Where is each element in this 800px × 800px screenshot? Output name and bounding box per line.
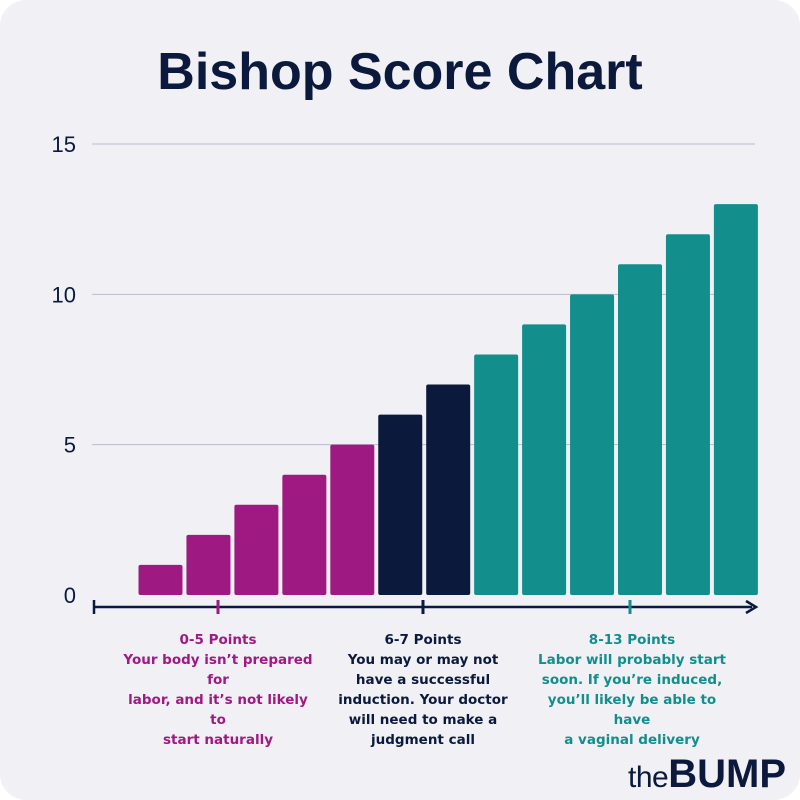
range-description-line: a vaginal delivery — [564, 732, 700, 748]
range-description-line: start naturally — [162, 732, 274, 748]
axis-arrowhead — [745, 599, 759, 615]
range-description-line: Your body isn’t prepared for — [123, 652, 313, 688]
range-label-2: 6-7 Points You may or may not have a succe… — [323, 630, 523, 750]
bar-score-10 — [570, 294, 615, 595]
y-tick-label: 10 — [52, 282, 76, 307]
y-tick-label: 5 — [64, 433, 76, 458]
range-label-1: 0-5 Points Your body isn’t prepared for la… — [118, 630, 318, 750]
range-title: 0-5 Points — [179, 632, 257, 648]
bar-score-2 — [186, 534, 231, 595]
logo-bump-text: BUMP — [668, 752, 786, 796]
range-label-3: 8-13 Points Labor will probably start soon… — [532, 630, 732, 750]
chart-title: Bishop Score Chart — [157, 43, 643, 101]
range-title: 8-13 Points — [588, 632, 676, 648]
bar-score-6 — [378, 414, 423, 595]
y-tick-label: 0 — [64, 583, 76, 608]
range-description-line: judgment call — [371, 732, 475, 748]
bar-score-12 — [665, 234, 710, 595]
bar-score-7 — [426, 384, 471, 595]
bar-score-13 — [713, 204, 758, 595]
y-tick-label: 15 — [52, 132, 76, 157]
logo-the-text: the — [628, 761, 669, 794]
range-description-line: you’ll likely be able to have — [547, 692, 717, 728]
bar-score-1 — [138, 564, 183, 595]
bar-score-9 — [522, 324, 567, 595]
range-description-line: soon. If you’re induced, — [541, 672, 723, 688]
bar-score-11 — [618, 264, 662, 595]
range-description-line: labor, and it’s not likely to — [128, 692, 308, 728]
bar-score-8 — [474, 354, 519, 595]
range-description-line: have a successful — [355, 672, 491, 688]
bar-score-4 — [282, 474, 327, 595]
thebump-logo: the BUMP — [628, 752, 786, 796]
bar-score-3 — [234, 504, 279, 595]
range-description-line: Labor will probably start — [538, 652, 726, 668]
range-title: 6-7 Points — [384, 632, 462, 648]
range-description-line: will need to make a — [348, 712, 498, 728]
range-description-line: You may or may not — [347, 652, 499, 668]
range-description-line: induction. Your doctor — [338, 692, 508, 708]
bar-score-5 — [330, 444, 375, 595]
